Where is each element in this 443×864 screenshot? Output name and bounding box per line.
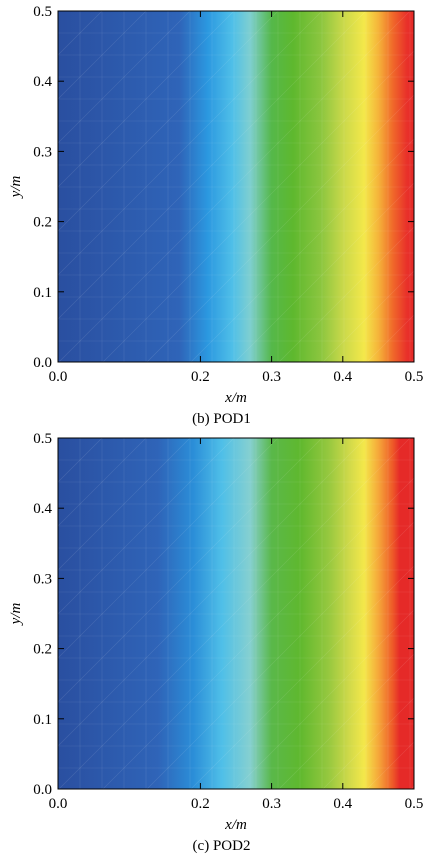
- y-tick-label: 0.3: [33, 571, 52, 587]
- x-axis-label: x/m: [224, 817, 247, 833]
- y-axis-label: y/m: [8, 603, 24, 627]
- y-tick-label: 0.2: [33, 642, 52, 658]
- chart-caption-pod2: (c) POD2: [192, 838, 251, 854]
- y-tick-label: 0.3: [33, 144, 52, 160]
- x-tick-label: 0.2: [191, 796, 210, 812]
- x-tick-label: 0.5: [405, 796, 424, 812]
- heatmap-field: [58, 438, 414, 789]
- y-tick-label: 0.5: [33, 4, 52, 20]
- chart-panel-pod2: 0.0 0.2 0.3 0.4 0.5 0.0 0.1 0.2 0.3 0.4 0.5 x/m y/m …: [0, 427, 443, 859]
- mesh-overlay: [57, 437, 415, 790]
- x-tick-label: 0.3: [262, 369, 281, 385]
- y-tick-label: 0.0: [33, 355, 52, 371]
- x-tick-label: 0.3: [262, 796, 281, 812]
- chart-caption-pod1: (b) POD1: [192, 411, 251, 427]
- y-tick-label: 0.1: [33, 285, 52, 301]
- chart-panel-pod1: 0.0 0.2 0.3 0.4 0.5 0.0 0.1 0.2 0.3 0.4 0.5 x/m y/m …: [8, 4, 424, 427]
- y-tick-label: 0.1: [33, 712, 52, 728]
- y-tick-label: 0.0: [33, 782, 52, 798]
- y-axis-label: y/m: [8, 176, 24, 200]
- x-tick-label: 0.2: [191, 369, 210, 385]
- y-tick-label: 0.2: [33, 215, 52, 231]
- x-tick-label: 0.4: [333, 796, 352, 812]
- mesh-overlay: [57, 10, 415, 363]
- x-tick-label: 0.5: [405, 369, 424, 385]
- x-tick-label: 0.0: [49, 369, 68, 385]
- y-tick-label: 0.4: [33, 501, 52, 517]
- x-tick-label: 0.0: [49, 796, 68, 812]
- x-tick-label: 0.4: [333, 369, 352, 385]
- chart-svg-pod2: 0.0 0.2 0.3 0.4 0.5 0.0 0.1 0.2 0.3 0.4 0.5 x/m y/m: [8, 431, 424, 833]
- x-axis-label: x/m: [224, 390, 247, 406]
- plot-frame: [57, 437, 415, 790]
- chart-svg-pod1: 0.0 0.2 0.3 0.4 0.5 0.0 0.1 0.2 0.3 0.4 0.5 x/m y/m: [8, 4, 424, 406]
- heatmap-field: [58, 11, 414, 362]
- plot-frame: [57, 10, 415, 363]
- y-tick-label: 0.4: [33, 74, 52, 90]
- y-tick-label: 0.5: [33, 431, 52, 447]
